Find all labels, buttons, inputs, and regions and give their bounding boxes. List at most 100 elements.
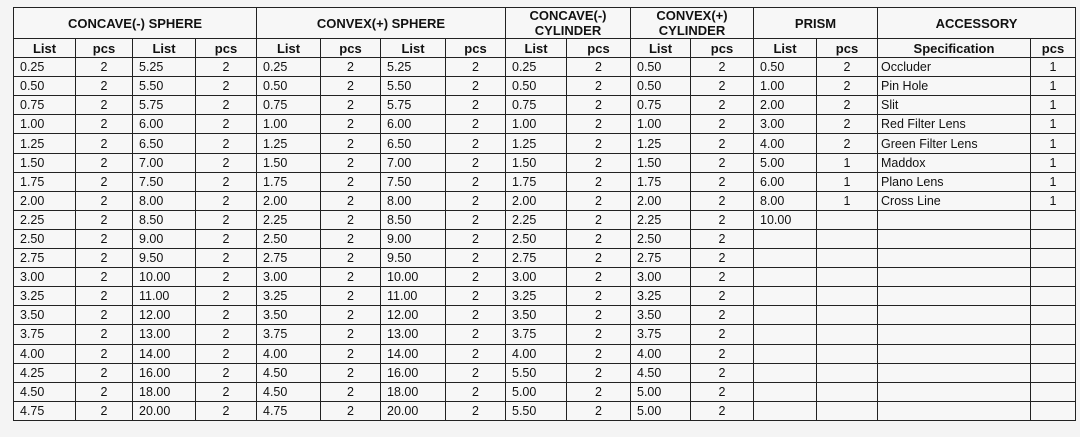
cell-list: 3.25 (13, 286, 76, 307)
cell-pcs: 2 (195, 95, 257, 116)
cell-pcs: 2 (566, 343, 631, 364)
cell-pcs: 2 (195, 228, 257, 250)
cell-pcs: 2 (816, 114, 878, 135)
cell-pcs: 2 (566, 95, 631, 116)
cell-list: 3.00 (505, 267, 567, 288)
cell-pcs: 2 (75, 381, 133, 402)
cell-list: 3.25 (505, 286, 567, 307)
cell-list: 1.25 (13, 133, 76, 154)
cell-list: 2.25 (630, 209, 691, 230)
cell-list (753, 381, 817, 402)
cell-list: 3.75 (630, 324, 691, 345)
cell-pcs: 2 (690, 190, 754, 211)
cell-pcs: 2 (690, 152, 754, 173)
table-row: 3.25 2 11.00 2 3.25 2 11.00 2 3.25 2 3.25 2 (13, 286, 1076, 307)
cell-list: 1.25 (630, 133, 691, 154)
cell-specification (877, 324, 1031, 345)
cell-pcs: 2 (75, 343, 133, 364)
cell-list: 6.00 (753, 171, 817, 192)
cell-list: 0.25 (505, 57, 567, 78)
cell-list: 5.00 (630, 381, 691, 402)
cell-specification: Pin Hole (877, 76, 1031, 97)
table-row: 1.50 2 7.00 2 1.50 2 7.00 2 1.50 2 1.50 2 5.00 1 Maddo… (13, 152, 1076, 173)
cell-pcs (816, 400, 878, 421)
cell-list: 4.00 (256, 343, 321, 364)
table-row: 3.00 2 10.00 2 3.00 2 10.00 2 3.00 2 3.00 2 (13, 267, 1076, 288)
cell-list: 3.75 (505, 324, 567, 345)
cell-list: 6.50 (380, 133, 446, 154)
cell-pcs: 2 (816, 95, 878, 116)
cell-list: 11.00 (132, 286, 196, 307)
column-header-specification: Specification (877, 37, 1031, 59)
cell-list: 4.75 (13, 400, 76, 421)
cell-pcs (816, 343, 878, 364)
cell-list: 16.00 (132, 362, 196, 383)
cell-pcs: 2 (195, 305, 257, 326)
cell-list: 4.50 (256, 381, 321, 402)
cell-list: 1.00 (13, 114, 76, 135)
cell-pcs: 2 (445, 152, 506, 173)
cell-pcs: 2 (320, 171, 381, 192)
cell-pcs: 2 (320, 324, 381, 345)
cell-list: 1.00 (753, 76, 817, 97)
cell-list: 9.50 (132, 248, 196, 269)
cell-list: 0.50 (256, 76, 321, 97)
cell-list: 3.25 (630, 286, 691, 307)
cell-list: 0.25 (13, 57, 76, 78)
cell-list: 1.00 (256, 114, 321, 135)
cell-list: 3.00 (13, 267, 76, 288)
cell-pcs: 2 (320, 400, 381, 421)
cell-pcs: 2 (445, 190, 506, 211)
group-concave-cylinder: CONCAVE(-) CYLINDER (505, 7, 631, 39)
cell-pcs: 2 (690, 305, 754, 326)
cell-list: 1.00 (630, 114, 691, 135)
cell-pcs: 1 (816, 171, 878, 192)
table-row: 1.00 2 6.00 2 1.00 2 6.00 2 1.00 2 1.00 2 3.00 2 Red F… (13, 114, 1076, 135)
cell-list: 3.50 (630, 305, 691, 326)
cell-pcs: 2 (320, 286, 381, 307)
cell-pcs: 2 (75, 171, 133, 192)
cell-list: 20.00 (380, 400, 446, 421)
cell-pcs: 2 (75, 114, 133, 135)
cell-list: 9.00 (380, 228, 446, 250)
cell-pcs: 2 (75, 228, 133, 250)
cell-pcs: 2 (320, 209, 381, 230)
column-header-list: List (132, 37, 196, 59)
cell-specification (877, 343, 1031, 364)
cell-specification (877, 305, 1031, 326)
cell-list: 0.75 (256, 95, 321, 116)
cell-pcs: 1 (1030, 57, 1076, 78)
cell-list: 6.00 (380, 114, 446, 135)
cell-pcs (1030, 286, 1076, 307)
column-header-pcs: pcs (566, 37, 631, 59)
table-row: 3.75 2 13.00 2 3.75 2 13.00 2 3.75 2 3.75 2 (13, 324, 1076, 345)
cell-pcs: 2 (690, 95, 754, 116)
cell-specification (877, 286, 1031, 307)
cell-pcs: 2 (75, 76, 133, 97)
group-convex-cylinder: CONVEX(+) CYLINDER (630, 7, 754, 39)
cell-pcs (816, 381, 878, 402)
column-header-list: List (753, 37, 817, 59)
cell-pcs: 2 (566, 171, 631, 192)
cell-pcs: 2 (75, 267, 133, 288)
cell-pcs: 2 (566, 228, 631, 250)
cell-list (753, 228, 817, 250)
cell-list: 2.25 (13, 209, 76, 230)
cell-pcs: 2 (690, 286, 754, 307)
cell-pcs: 2 (445, 228, 506, 250)
cell-pcs: 2 (75, 305, 133, 326)
cell-pcs: 1 (816, 190, 878, 211)
column-header-list: List (505, 37, 567, 59)
cell-list: 8.50 (380, 209, 446, 230)
cell-pcs: 2 (195, 324, 257, 345)
cell-list: 2.50 (505, 228, 567, 250)
cell-pcs: 2 (320, 362, 381, 383)
cell-list: 3.00 (256, 267, 321, 288)
cell-list: 5.50 (505, 362, 567, 383)
cell-list: 7.50 (380, 171, 446, 192)
cell-pcs (1030, 228, 1076, 250)
cell-pcs (816, 362, 878, 383)
cell-pcs: 2 (445, 248, 506, 269)
cell-list: 2.75 (505, 248, 567, 269)
cell-pcs: 2 (690, 114, 754, 135)
